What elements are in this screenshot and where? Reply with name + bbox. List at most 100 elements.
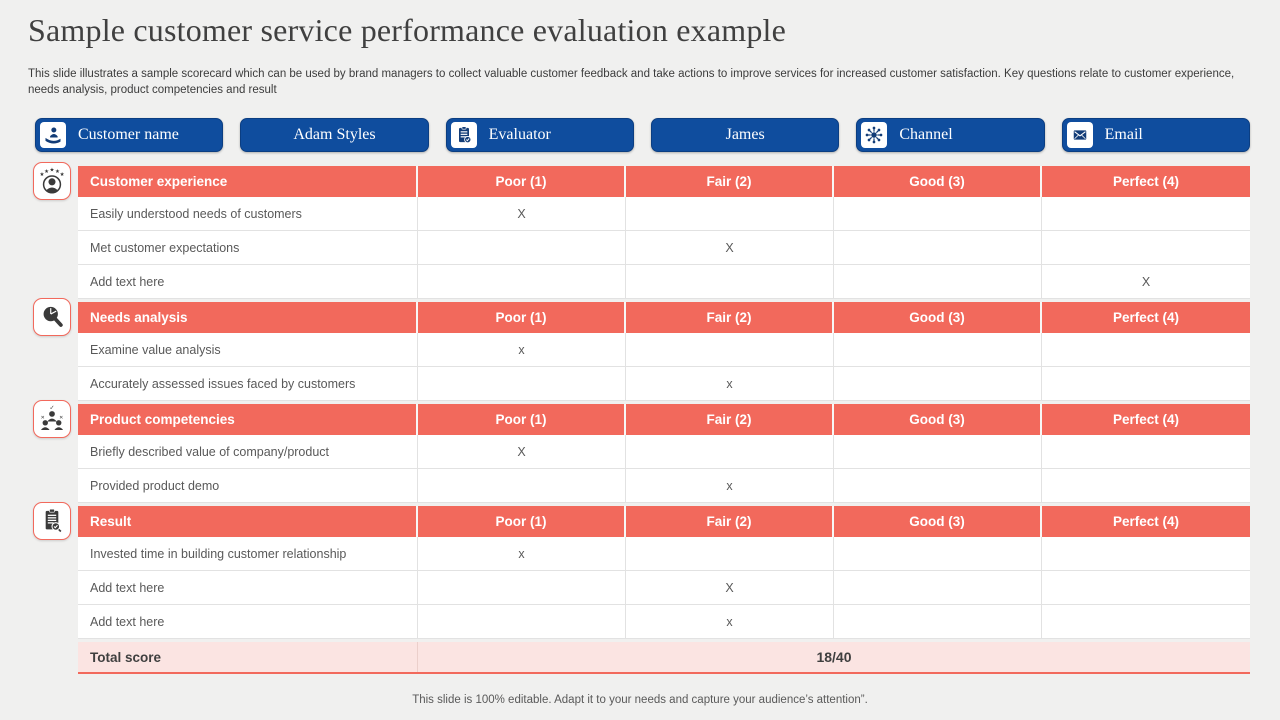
table-row: Add text here x	[78, 605, 1250, 639]
table-row: Add text here X	[78, 571, 1250, 605]
table-row: Add text here X	[78, 265, 1250, 299]
mark-cell	[1042, 571, 1250, 604]
row-label: Briefly described value of company/produ…	[78, 435, 418, 468]
score-header-good: Good (3)	[834, 302, 1042, 333]
table-row: Provided product demo x	[78, 469, 1250, 503]
mark-cell	[834, 605, 1042, 638]
score-header-poor: Poor (1)	[418, 404, 626, 435]
mark-cell: X	[626, 231, 834, 264]
customer-icon	[40, 122, 66, 148]
email-button[interactable]: Email	[1061, 118, 1250, 152]
row-label: Met customer expectations	[78, 231, 418, 264]
score-header-fair: Fair (2)	[626, 506, 834, 537]
mark-cell	[834, 367, 1042, 400]
mark-cell	[626, 197, 834, 230]
score-header-poor: Poor (1)	[418, 302, 626, 333]
mark-cell	[834, 571, 1042, 604]
checklist-review-icon	[33, 502, 71, 540]
table-row: Examine value analysis x	[78, 333, 1250, 367]
team-evaluation-icon: ✓ ✕ ✕	[33, 400, 71, 438]
mark-cell	[1042, 605, 1250, 638]
customer-name-value-button[interactable]: Adam Styles	[240, 118, 429, 152]
mark-cell	[1042, 333, 1250, 366]
section-header-row: Needs analysis Poor (1) Fair (2) Good (3…	[78, 302, 1250, 333]
mark-cell	[418, 231, 626, 264]
table-row: Invested time in building customer relat…	[78, 537, 1250, 571]
customer-name-label: Customer name	[78, 126, 179, 143]
mark-cell	[1042, 197, 1250, 230]
mark-cell: x	[626, 367, 834, 400]
row-label-placeholder[interactable]: Add text here	[78, 605, 418, 638]
svg-text:★: ★	[44, 169, 49, 175]
evaluator-button[interactable]: Evaluator	[445, 118, 634, 152]
row-label: Provided product demo	[78, 469, 418, 502]
evaluator-value-button[interactable]: James	[650, 118, 840, 152]
network-icon	[861, 122, 888, 148]
mark-cell: x	[418, 333, 626, 366]
mark-cell	[1042, 537, 1250, 570]
section-title: Result	[78, 506, 418, 537]
mark-cell	[418, 571, 626, 604]
svg-text:★: ★	[39, 172, 44, 178]
score-header-poor: Poor (1)	[418, 166, 626, 197]
mark-cell	[1042, 231, 1250, 264]
total-score-label: Total score	[78, 642, 418, 672]
evaluator-label: Evaluator	[488, 126, 551, 143]
table-row: Briefly described value of company/produ…	[78, 435, 1250, 469]
mark-cell: x	[626, 469, 834, 502]
score-header-perfect: Perfect (4)	[1112, 514, 1180, 529]
mark-cell	[1042, 435, 1250, 468]
mark-cell: x	[418, 537, 626, 570]
svg-text:★: ★	[50, 168, 55, 174]
score-header-good: Good (3)	[834, 404, 1042, 435]
page-subtitle: This slide illustrates a sample scorecar…	[28, 68, 1235, 97]
mark-cell	[418, 605, 626, 638]
mark-cell: X	[626, 571, 834, 604]
envelope-icon	[1066, 122, 1093, 148]
score-header-poor: Poor (1)	[418, 506, 626, 537]
mark-cell: X	[418, 197, 626, 230]
score-header-perfect: Perfect (4)	[1112, 174, 1180, 189]
page-title: Sample customer service performance eval…	[28, 12, 787, 48]
section-header-row: Product competencies Poor (1) Fair (2) G…	[78, 404, 1250, 435]
channel-button[interactable]: Channel	[856, 118, 1045, 152]
mark-cell	[834, 435, 1042, 468]
total-score-row: Total score 18/40	[78, 642, 1250, 674]
mark-cell	[834, 469, 1042, 502]
row-label: Invested time in building customer relat…	[78, 537, 418, 570]
section-needs-analysis: Needs analysis Poor (1) Fair (2) Good (3…	[78, 302, 1250, 401]
score-header-perfect: Perfect (4)	[1112, 310, 1180, 325]
score-header-fair: Fair (2)	[626, 166, 834, 197]
svg-text:✕: ✕	[41, 415, 45, 421]
customer-experience-icon: ★ ★ ★ ★ ★	[33, 162, 71, 200]
row-label: Easily understood needs of customers	[78, 197, 418, 230]
customer-name-button[interactable]: Customer name	[35, 118, 224, 152]
svg-text:★: ★	[55, 169, 60, 175]
section-title: Needs analysis	[78, 302, 418, 333]
info-bar: Customer name Adam Styles Evaluator Jame…	[35, 118, 1250, 152]
section-header-row: Result Poor (1) Fair (2) Good (3) Perfec…	[78, 506, 1250, 537]
channel-label: Channel	[899, 126, 953, 143]
score-header-fair: Fair (2)	[626, 302, 834, 333]
row-label-placeholder[interactable]: Add text here	[78, 265, 418, 298]
mark-cell	[626, 333, 834, 366]
section-title: Product competencies	[78, 404, 418, 435]
mark-cell	[834, 197, 1042, 230]
magnifier-pie-icon	[33, 298, 71, 336]
email-label: Email	[1104, 126, 1143, 143]
footer-note: This slide is 100% editable. Adapt it to…	[412, 694, 868, 706]
mark-cell	[626, 265, 834, 298]
mark-cell	[834, 333, 1042, 366]
section-customer-experience: Customer experience Poor (1) Fair (2) Go…	[78, 166, 1250, 299]
mark-cell	[418, 367, 626, 400]
svg-text:✓: ✓	[50, 406, 55, 412]
clipboard-icon	[450, 122, 477, 148]
mark-cell	[626, 537, 834, 570]
score-header-fair: Fair (2)	[626, 404, 834, 435]
mark-cell	[1042, 469, 1250, 502]
mark-cell	[834, 265, 1042, 298]
row-label-placeholder[interactable]: Add text here	[78, 571, 418, 604]
section-product-competencies: Product competencies Poor (1) Fair (2) G…	[78, 404, 1250, 503]
section-header-row: Customer experience Poor (1) Fair (2) Go…	[78, 166, 1250, 197]
mark-cell: x	[626, 605, 834, 638]
